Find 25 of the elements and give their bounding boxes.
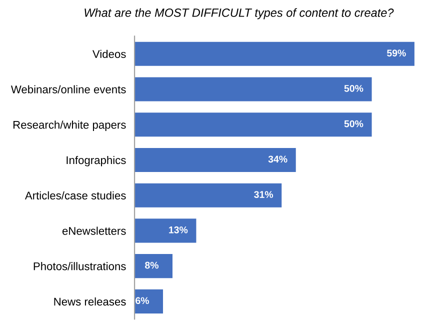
- bar: [134, 289, 164, 314]
- y-tick-label: Photos/illustrations: [34, 262, 126, 270]
- data-label: 8%: [145, 262, 159, 269]
- y-tick-label: Articles/case studies: [24, 191, 126, 200]
- bar: [134, 112, 372, 137]
- data-label: 59%: [386, 50, 406, 56]
- bar: [134, 148, 296, 172]
- data-label: 34%: [268, 156, 288, 163]
- bar: [134, 42, 414, 66]
- bar: [134, 218, 196, 243]
- data-label: 13%: [169, 226, 188, 234]
- data-label: 50%: [344, 84, 364, 92]
- bar: [134, 77, 372, 102]
- y-tick-label: News releases: [54, 297, 126, 306]
- y-tick-label: Infographics: [66, 156, 126, 166]
- data-label: 31%: [254, 191, 274, 198]
- bar: [134, 183, 282, 208]
- y-tick-label: Videos: [92, 50, 126, 58]
- y-tick-label: eNewsletters: [62, 226, 126, 235]
- data-label: 6%: [136, 297, 150, 304]
- y-tick-label: Webinars/online events: [10, 85, 126, 94]
- chart-title: What are the MOST DIFFICULT types of content to create?: [84, 8, 394, 20]
- y-tick-label: Research/white papers: [13, 120, 126, 131]
- bar: [134, 254, 172, 278]
- data-label: 50%: [344, 120, 364, 128]
